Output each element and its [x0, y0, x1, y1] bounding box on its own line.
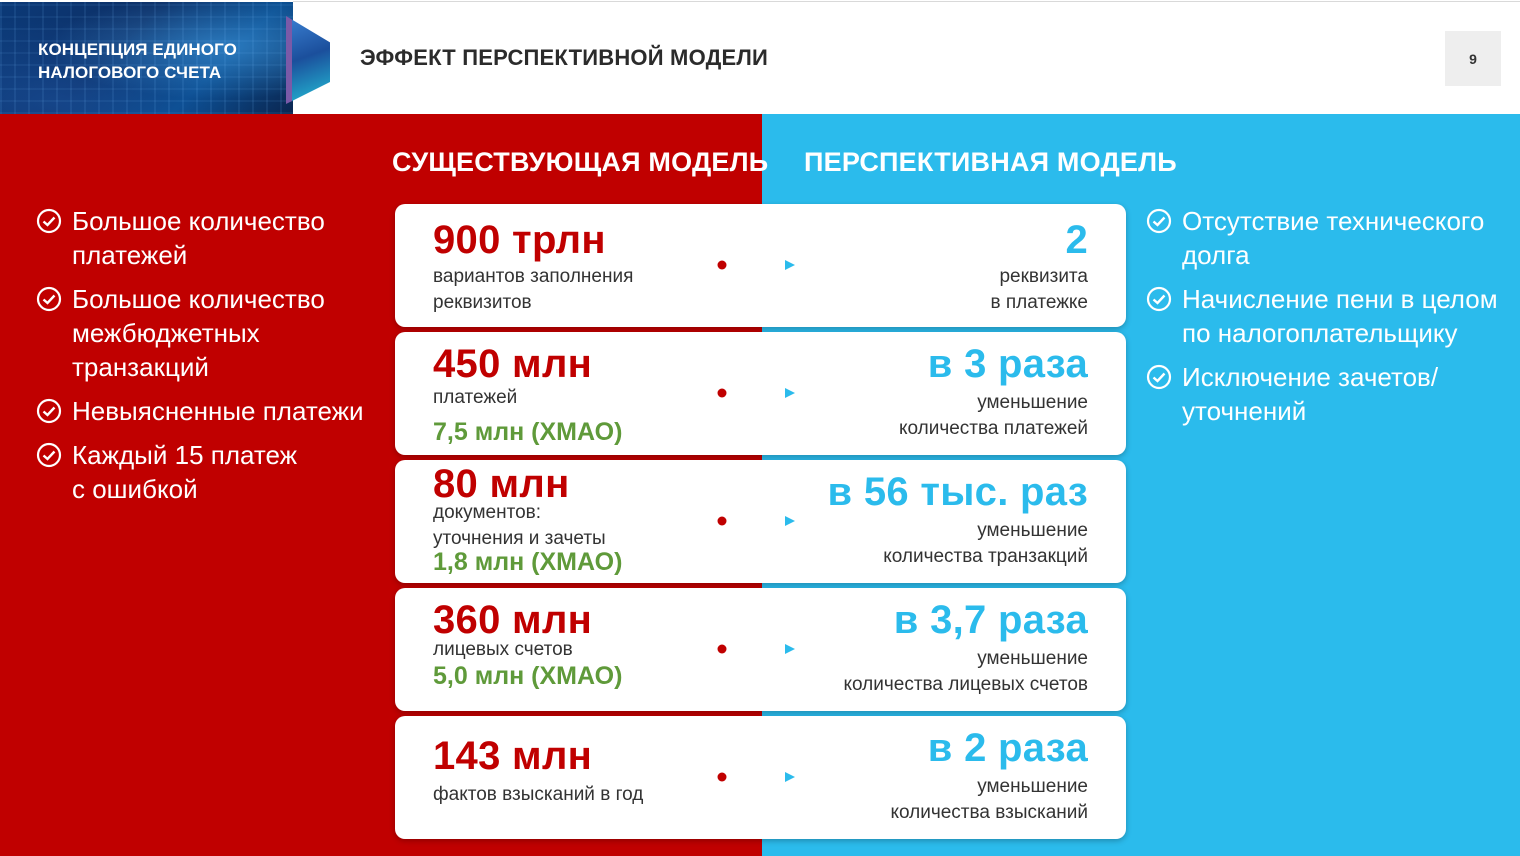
- existing-description: лицевых счетов: [433, 637, 573, 663]
- brand-banner: КОНЦЕПЦИЯ ЕДИНОГО НАЛОГОВОГО СЧЕТА: [0, 2, 293, 114]
- perspective-value: в 56 тыс. раз: [827, 470, 1088, 514]
- perspective-value: в 3,7 раза: [893, 598, 1088, 642]
- perspective-model-heading: ПЕРСПЕКТИВНАЯ МОДЕЛЬ: [804, 147, 1177, 177]
- comparison-card-collections: 143 млн фактов взысканий в год в 2 раза …: [395, 716, 1126, 839]
- description-line: платежей: [433, 387, 518, 408]
- comparison-card-payments: 450 млн платежей 7,5 млн (ХМАО) в 3 раза…: [395, 332, 1126, 455]
- existing-description: документов: уточнения и зачеты: [433, 500, 606, 552]
- description-line: документов:: [433, 502, 542, 523]
- existing-model-issues-list: Большое количество платежей Большое коли…: [36, 204, 381, 516]
- description-line: лицевых счетов: [433, 639, 573, 660]
- page-number-badge: 9: [1445, 31, 1501, 86]
- description-line: вариантов заполнения: [433, 266, 634, 287]
- existing-description: фактов взысканий в год: [433, 782, 643, 808]
- perspective-description: уменьшение количества платежей: [899, 390, 1088, 442]
- header: КОНЦЕПЦИЯ ЕДИНОГО НАЛОГОВОГО СЧЕТА ЭФФЕК…: [0, 0, 1520, 114]
- perspective-value: в 2 раза: [927, 726, 1088, 770]
- bullet-line: Невыясненные платежи: [72, 396, 364, 426]
- description-line: уменьшение: [977, 648, 1088, 669]
- bullet-line: уточнений: [1182, 396, 1307, 426]
- existing-value: 360 млн: [433, 598, 593, 642]
- list-item: Исключение зачетов/ уточнений: [1146, 360, 1516, 428]
- description-line: уменьшение: [977, 520, 1088, 541]
- check-circle-icon: [36, 208, 62, 234]
- description-line: фактов взысканий в год: [433, 784, 644, 805]
- chip-decoration-icon: [286, 16, 330, 104]
- list-item: Большое количество платежей: [36, 204, 381, 272]
- khmao-value: 1,8 млн (ХМАО): [433, 548, 623, 576]
- bullet-line: транзакций: [72, 352, 209, 382]
- comparison-card-documents: 80 млн документов: уточнения и зачеты 1,…: [395, 460, 1126, 583]
- comparison-card-accounts: 360 млн лицевых счетов 5,0 млн (ХМАО) в …: [395, 588, 1126, 711]
- existing-description: вариантов заполнения реквизитов: [433, 264, 633, 316]
- arrow-right-icon: [717, 772, 795, 782]
- description-line: уменьшение: [977, 776, 1088, 797]
- existing-value: 143 млн: [433, 734, 593, 778]
- arrow-right-icon: [717, 644, 795, 654]
- list-item: Каждый 15 платеж с ошибкой: [36, 438, 381, 506]
- bullet-line: с ошибкой: [72, 474, 198, 504]
- bullet-line: межбюджетных: [72, 318, 260, 348]
- description-line: уменьшение: [977, 392, 1088, 413]
- perspective-description: уменьшение количества взысканий: [890, 774, 1088, 826]
- check-circle-icon: [36, 398, 62, 424]
- comparison-card-requisites: 900 трлн вариантов заполнения реквизитов…: [395, 204, 1126, 327]
- perspective-description: реквизита в платежке: [990, 264, 1088, 316]
- description-line: реквизита: [999, 266, 1088, 287]
- brand-line-2: НАЛОГОВОГО СЧЕТА: [38, 63, 222, 82]
- description-line: количества взысканий: [890, 802, 1088, 823]
- description-line: реквизитов: [433, 292, 532, 313]
- check-circle-icon: [1146, 364, 1172, 390]
- existing-value: 900 трлн: [433, 218, 606, 262]
- check-circle-icon: [36, 286, 62, 312]
- bullet-line: по налогоплательщику: [1182, 318, 1458, 348]
- list-item: Отсутствие технического долга: [1146, 204, 1516, 272]
- brand-title: КОНЦЕПЦИЯ ЕДИНОГО НАЛОГОВОГО СЧЕТА: [38, 38, 278, 84]
- arrow-right-icon: [717, 260, 795, 270]
- brand-line-1: КОНЦЕПЦИЯ ЕДИНОГО: [38, 40, 237, 59]
- bullet-line: Начисление пени в целом: [1182, 284, 1498, 314]
- bullet-line: Каждый 15 платеж: [72, 440, 298, 470]
- list-item: Большое количество межбюджетных транзакц…: [36, 282, 381, 384]
- perspective-description: уменьшение количества лицевых счетов: [843, 646, 1088, 698]
- list-item: Невыясненные платежи: [36, 394, 381, 428]
- description-line: количества транзакций: [883, 546, 1088, 567]
- check-circle-icon: [1146, 286, 1172, 312]
- brand-background-pattern: [0, 2, 293, 114]
- description-line: уточнения и зачеты: [433, 528, 606, 549]
- khmao-value: 7,5 млн (ХМАО): [433, 418, 623, 446]
- bullet-line: Отсутствие технического: [1182, 206, 1485, 236]
- khmao-value: 5,0 млн (ХМАО): [433, 662, 623, 690]
- perspective-description: уменьшение количества транзакций: [883, 518, 1088, 570]
- perspective-model-benefits-list: Отсутствие технического долга Начисление…: [1146, 204, 1516, 438]
- description-line: количества платежей: [898, 418, 1088, 439]
- description-line: количества лицевых счетов: [843, 674, 1088, 695]
- page-title: ЭФФЕКТ ПЕРСПЕКТИВНОЙ МОДЕЛИ: [360, 45, 768, 70]
- header-divider: [293, 1, 1520, 2]
- arrow-right-icon: [717, 516, 795, 526]
- check-circle-icon: [36, 442, 62, 468]
- existing-value: 80 млн: [433, 462, 570, 506]
- description-line: в платежке: [990, 292, 1088, 313]
- existing-value: 450 млн: [433, 342, 593, 386]
- bullet-line: платежей: [72, 240, 188, 270]
- check-circle-icon: [1146, 208, 1172, 234]
- perspective-value: в 3 раза: [927, 342, 1088, 386]
- existing-description: платежей: [433, 385, 517, 411]
- bullet-line: долга: [1182, 240, 1250, 270]
- existing-model-heading: СУЩЕСТВУЮЩАЯ МОДЕЛЬ: [392, 147, 769, 177]
- list-item: Начисление пени в целом по налогоплатель…: [1146, 282, 1516, 350]
- bullet-line: Большое количество: [72, 206, 325, 236]
- bullet-line: Исключение зачетов/: [1182, 362, 1439, 392]
- arrow-right-icon: [717, 388, 795, 398]
- perspective-value: 2: [1065, 218, 1088, 262]
- bullet-line: Большое количество: [72, 284, 325, 314]
